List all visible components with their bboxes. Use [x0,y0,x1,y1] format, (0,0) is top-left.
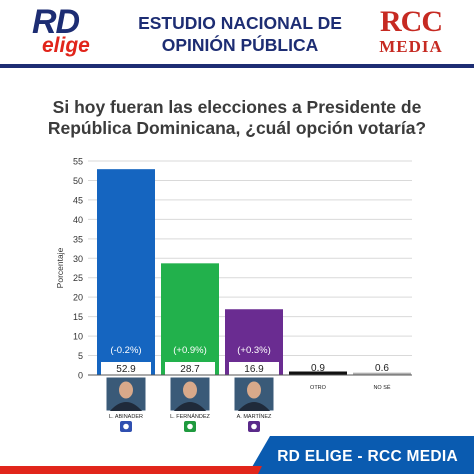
value-label: 52.9 [116,364,136,375]
bar [289,371,347,375]
y-tick-label: 50 [73,176,83,186]
candidate-face [183,381,197,399]
y-tick-label: 45 [73,195,83,205]
category-label: NO SÉ [373,384,390,391]
change-label: (+0.9%) [173,345,207,356]
header-divider [0,64,474,68]
party-icon-mark [123,423,129,430]
category-label: OTRO [310,385,327,391]
logo-rd-text: RD [32,3,80,41]
vote-intention-bar-chart: 0 5 10 15 20 25 30 35 40 45 50 55 Porcentaje (-0.2%) 5… [55,157,412,432]
header-title: ESTUDIO NACIONAL DE OPINIÓN PÚBLICA [120,12,360,56]
header-title-line1: ESTUDIO NACIONAL DE [138,13,342,33]
party-icon-mark [251,423,257,430]
value-label: 28.7 [180,364,200,375]
bar [97,169,155,375]
logo-elige-text: elige [42,34,90,57]
question-text: Si hoy fueran las elecciones a President… [10,97,464,139]
y-tick-label: 25 [73,273,83,283]
logo-media-text: MEDIA [379,37,443,56]
value-label: 0.6 [375,363,389,374]
value-label-box [165,362,215,375]
category-label: A. MARTÍNEZ [237,413,272,420]
candidate-face [247,381,261,399]
value-label-box [101,362,151,375]
y-tick-label: 15 [73,312,83,322]
y-tick-label: 55 [73,157,83,167]
y-tick-label: 35 [73,234,83,244]
candidate-face [119,381,133,399]
y-tick-label: 10 [73,332,83,342]
y-tick-label: 20 [73,293,83,303]
y-tick-label: 40 [73,215,83,225]
value-label: 0.9 [311,363,325,374]
footer-accent [0,436,270,474]
candidate-suit [174,402,206,411]
candidate-suit [110,402,142,411]
header: RD elige ESTUDIO NACIONAL DE OPINIÓN PÚB… [0,0,474,64]
header-title-line2: OPINIÓN PÚBLICA [161,35,319,55]
value-label: 16.9 [244,364,264,375]
question-line1: Si hoy fueran las elecciones a President… [52,97,422,117]
party-icon-mark [187,423,193,430]
category-label: L. FERNÁNDEZ [170,413,210,420]
y-tick-label: 0 [78,371,83,381]
rd-elige-logo: RD elige [32,3,104,59]
question-line2: República Dominicana, ¿cuál opción votar… [47,118,427,138]
rcc-media-logo: RCC MEDIA [376,6,446,56]
candidate-suit [238,402,270,411]
bar [353,372,411,375]
change-label: (+0.3%) [237,345,271,356]
y-tick-label: 30 [73,254,83,264]
y-tick-label: 5 [78,351,83,361]
logo-rcc-text: RCC [380,5,443,38]
y-axis-label: Porcentaje [55,247,65,288]
category-label: L. ABINADER [109,414,143,420]
bar [161,263,219,375]
value-label-box [229,362,279,375]
footer-text: RD ELIGE - RCC MEDIA [277,448,458,465]
change-label: (-0.2%) [110,345,141,356]
